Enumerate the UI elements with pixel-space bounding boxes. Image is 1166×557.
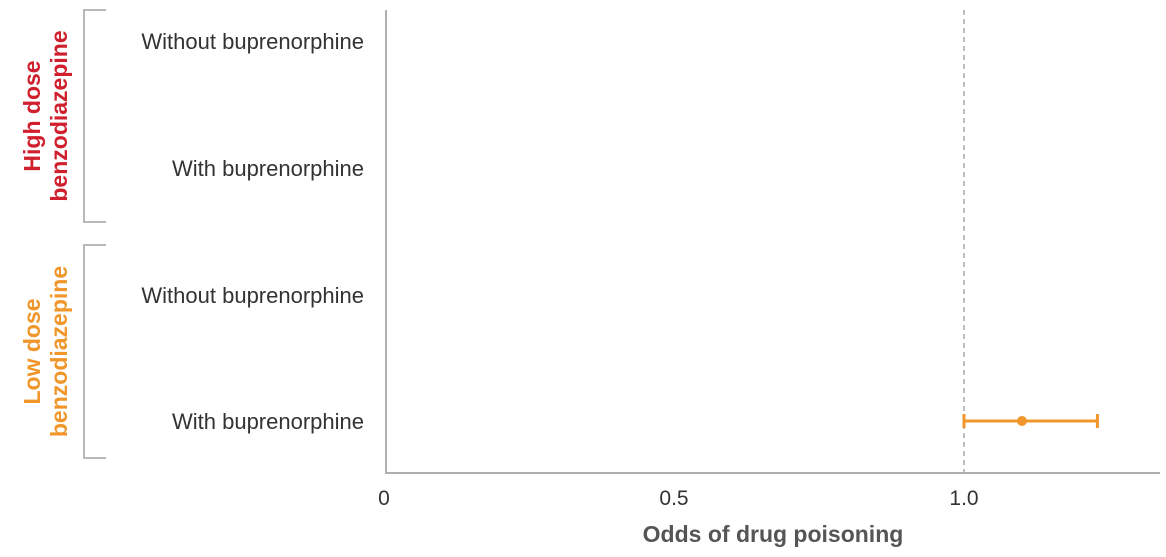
row-label: With buprenorphine — [172, 409, 364, 434]
x-tick-label: 0 — [378, 487, 390, 510]
group-bracket — [83, 244, 106, 459]
row-label: Without buprenorphine — [141, 29, 364, 54]
group-label-line1: High dose — [19, 60, 45, 171]
row-labels: Without buprenorphine With buprenorphine W… — [141, 29, 364, 434]
group-label-line2: benzodiazepine — [46, 30, 72, 201]
group-label-line2: benzodiazepine — [46, 266, 72, 437]
group-brackets — [83, 9, 106, 459]
estimate-marks — [962, 414, 1099, 428]
point-estimate — [1017, 416, 1027, 426]
x-tick-label: 1.0 — [949, 487, 978, 510]
group-label-line1: Low dose — [19, 298, 45, 404]
group-label: Low dosebenzodiazepine — [19, 266, 72, 437]
x-tick-labels: 00.51.01.52.02.5 — [378, 487, 978, 510]
row-label: Without buprenorphine — [141, 283, 364, 308]
group-bracket — [83, 9, 106, 223]
estimate-mark — [962, 414, 1099, 428]
x-axis-title: Odds of drug poisoning — [643, 521, 904, 547]
group-label: High dosebenzodiazepine — [19, 30, 72, 201]
x-tick-label: 0.5 — [659, 487, 688, 510]
row-label: With buprenorphine — [172, 156, 364, 181]
